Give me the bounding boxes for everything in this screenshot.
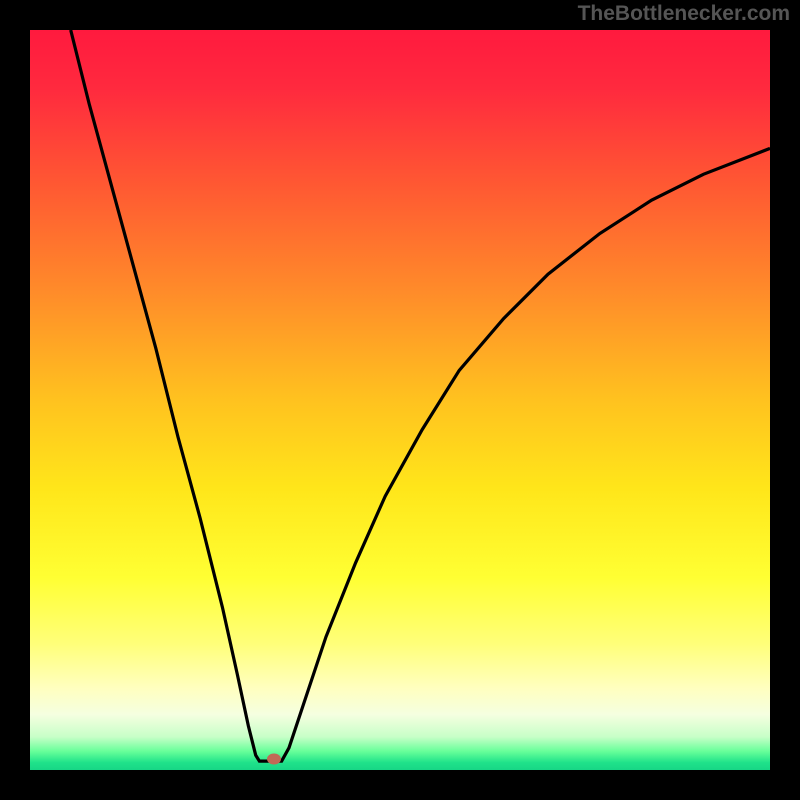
plot-frame: [30, 30, 770, 770]
gradient-background: [30, 30, 770, 770]
optimal-point-marker: [267, 753, 281, 764]
watermark-text: TheBottlenecker.com: [578, 2, 790, 26]
plot-area: [30, 30, 770, 770]
